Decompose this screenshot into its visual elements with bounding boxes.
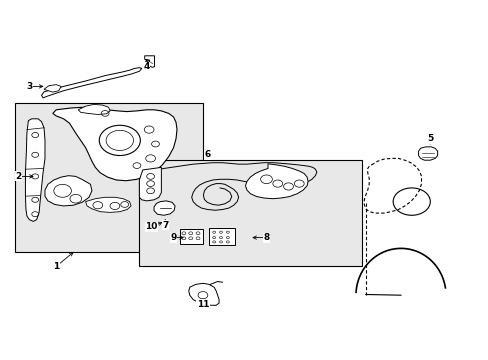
Polygon shape: [154, 201, 175, 215]
Polygon shape: [139, 167, 161, 201]
Text: 3: 3: [26, 82, 32, 91]
Text: 6: 6: [204, 150, 210, 159]
Polygon shape: [245, 164, 307, 199]
Polygon shape: [144, 56, 154, 67]
Polygon shape: [25, 119, 45, 221]
Text: 8: 8: [263, 233, 269, 242]
Text: 11: 11: [196, 300, 209, 309]
Text: 1: 1: [53, 262, 59, 271]
Text: 9: 9: [170, 233, 177, 242]
Text: 7: 7: [162, 220, 168, 230]
Text: 4: 4: [143, 62, 150, 71]
Polygon shape: [188, 283, 219, 305]
Polygon shape: [45, 176, 92, 206]
Polygon shape: [85, 197, 131, 212]
Polygon shape: [44, 85, 61, 92]
Bar: [139, 160, 361, 266]
Text: 5: 5: [427, 134, 432, 143]
Bar: [15, 103, 203, 252]
Text: 10: 10: [145, 222, 158, 231]
Polygon shape: [41, 68, 142, 98]
Bar: [209, 228, 234, 245]
Polygon shape: [418, 147, 437, 160]
Polygon shape: [78, 104, 110, 114]
Text: 2: 2: [16, 172, 21, 181]
Bar: [180, 229, 203, 244]
Polygon shape: [53, 107, 177, 181]
